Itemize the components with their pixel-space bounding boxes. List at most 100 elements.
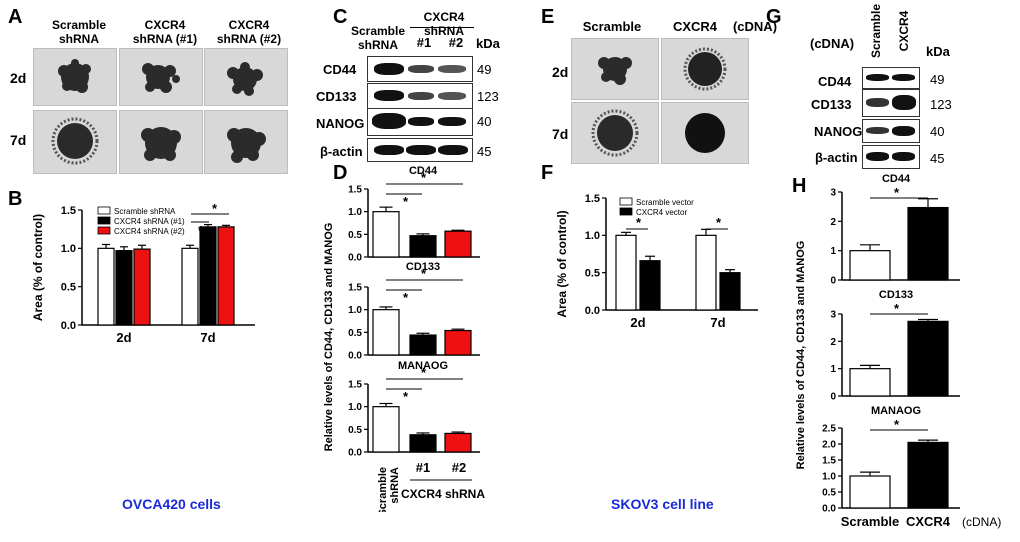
panel-c-kda-header: kDa xyxy=(476,36,500,51)
subplot-title: CD133 xyxy=(406,261,440,273)
panel-c-blot-label: CD44 xyxy=(323,62,357,77)
bar xyxy=(133,248,151,326)
bar xyxy=(719,272,741,311)
y-axis-label: Relative levels of CD44, CD133 and MANOG xyxy=(323,223,335,452)
x-tick-label: #1 xyxy=(416,460,430,475)
y-tick-label: 2.5 xyxy=(822,424,836,435)
spheroid-image xyxy=(33,110,117,174)
panel-label-a: A xyxy=(8,6,23,28)
bar xyxy=(115,250,133,326)
spheroid-image xyxy=(119,48,203,106)
y-tick-label: 1 xyxy=(830,364,836,375)
y-tick-label: 2 xyxy=(830,337,836,348)
bar xyxy=(849,250,891,281)
x-group-label: CXCR4 shRNA xyxy=(401,487,485,501)
y-tick-label: 1.0 xyxy=(348,402,362,413)
y-tick-label: 1.0 xyxy=(348,305,362,316)
y-tick-label: 1.5 xyxy=(822,456,836,467)
subplot-title: CD133 xyxy=(879,289,913,301)
y-axis-label: Relative levels of CD44, CD133 and MANOG xyxy=(795,241,807,470)
panel-g-blot-label: β-actin xyxy=(815,150,858,165)
panel-c-blot-label: β-actin xyxy=(320,144,363,159)
bar xyxy=(907,206,949,281)
bar xyxy=(907,320,949,397)
subplot-title: CD44 xyxy=(882,173,911,185)
bar xyxy=(849,475,891,509)
bar xyxy=(615,234,637,311)
panel-a-row-7d: 7d xyxy=(10,132,27,148)
panel-g-kda: 45 xyxy=(930,151,945,166)
significance-star: * xyxy=(403,290,409,305)
y-tick-label: 0 xyxy=(830,392,836,403)
bar xyxy=(907,441,949,509)
y-tick-label: 1.0 xyxy=(585,230,600,242)
panel-e-header-cxcr4: CXCR4 xyxy=(672,19,718,34)
western-blot-cd44 xyxy=(862,67,920,89)
panel-c-kda: 45 xyxy=(477,144,492,159)
y-tick-label: 0.5 xyxy=(348,328,362,339)
panel-a-header-shrna1: CXCR4 shRNA (#1) xyxy=(132,18,198,46)
panel-g-cdna-label: (cDNA) xyxy=(810,36,855,51)
y-tick-label: 1.0 xyxy=(348,207,362,218)
panel-c-kda: 40 xyxy=(477,114,492,129)
y-tick-label: 0.0 xyxy=(348,351,362,362)
y-tick-label: 1.5 xyxy=(585,193,600,205)
western-blot-cd133 xyxy=(862,89,920,117)
spheroid-image xyxy=(661,102,749,164)
spheroid-image xyxy=(33,48,117,106)
panel-c-lane-2: #2 xyxy=(448,35,464,50)
y-tick-label: 0.5 xyxy=(348,425,362,436)
panel-g-blot-label: CD133 xyxy=(811,97,852,112)
legend-swatch xyxy=(97,216,111,225)
bar xyxy=(409,235,437,258)
panel-label-b: B xyxy=(8,188,23,210)
y-tick-label: 1.5 xyxy=(348,380,362,391)
panel-e-header-scramble: Scramble xyxy=(582,19,642,34)
panel-e-cdna-label: (cDNA) xyxy=(732,19,778,34)
bar xyxy=(409,434,437,453)
western-blot-cd133 xyxy=(367,83,473,109)
significance-star: * xyxy=(403,194,409,209)
panel-c-blot-label: CD133 xyxy=(316,89,357,104)
y-tick-label: 2 xyxy=(830,217,836,228)
y-tick-label: 0 xyxy=(830,276,836,287)
chart-h: 0123CD44*0123CD133*0.00.51.01.52.02.5MAN… xyxy=(795,173,1001,529)
significance-star: * xyxy=(421,365,427,380)
x-tick-label-group: ScrambleshRNA xyxy=(377,467,401,512)
legend-label: CXCR4 vector xyxy=(636,208,687,217)
panel-a-header-shrna2: CXCR4 shRNA (#2) xyxy=(216,18,282,46)
western-blot-actin xyxy=(862,145,920,169)
spheroid-image xyxy=(119,110,203,174)
y-tick-label: 3 xyxy=(830,310,836,321)
x-tick-label: 7d xyxy=(710,315,725,330)
y-axis-label: Area (% of control) xyxy=(555,210,569,317)
legend-label: CXCR4 shRNA (#1) xyxy=(114,217,185,226)
y-tick-label: 0.0 xyxy=(585,305,600,317)
panel-g-blot-label: NANOG xyxy=(814,124,863,139)
bar xyxy=(372,211,400,258)
panel-g-kda-header: kDa xyxy=(926,44,950,59)
significance-star: * xyxy=(198,223,204,238)
y-tick-label: 1.0 xyxy=(822,472,836,483)
bar xyxy=(97,247,115,326)
bar xyxy=(372,406,400,453)
significance-star: * xyxy=(421,170,427,185)
subplot-title: MANAOG xyxy=(398,360,448,372)
bar xyxy=(444,329,472,356)
y-tick-label: 1.5 xyxy=(348,283,362,294)
y-tick-label: 0.0 xyxy=(348,448,362,459)
y-tick-label: 2.0 xyxy=(822,440,836,451)
significance-star: * xyxy=(212,201,218,216)
legend-swatch xyxy=(97,206,111,215)
x-tick-label: CXCR4 xyxy=(906,514,951,529)
panel-c-group-line xyxy=(410,27,474,28)
spheroid-image xyxy=(204,110,288,174)
y-tick-label: 0.0 xyxy=(822,504,836,515)
y-tick-label: 1.0 xyxy=(61,243,76,255)
bar xyxy=(372,309,400,356)
panel-label-d: D xyxy=(333,162,348,184)
x-tick-label: 7d xyxy=(200,330,215,345)
panel-a-header-scramble: Scramble shRNA xyxy=(51,18,107,46)
bar xyxy=(199,226,217,326)
y-tick-label: 0.5 xyxy=(585,268,600,280)
